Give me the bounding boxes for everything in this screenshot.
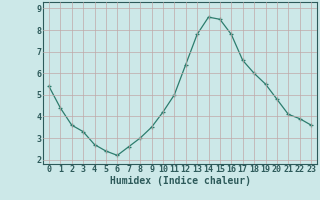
- X-axis label: Humidex (Indice chaleur): Humidex (Indice chaleur): [109, 176, 251, 186]
